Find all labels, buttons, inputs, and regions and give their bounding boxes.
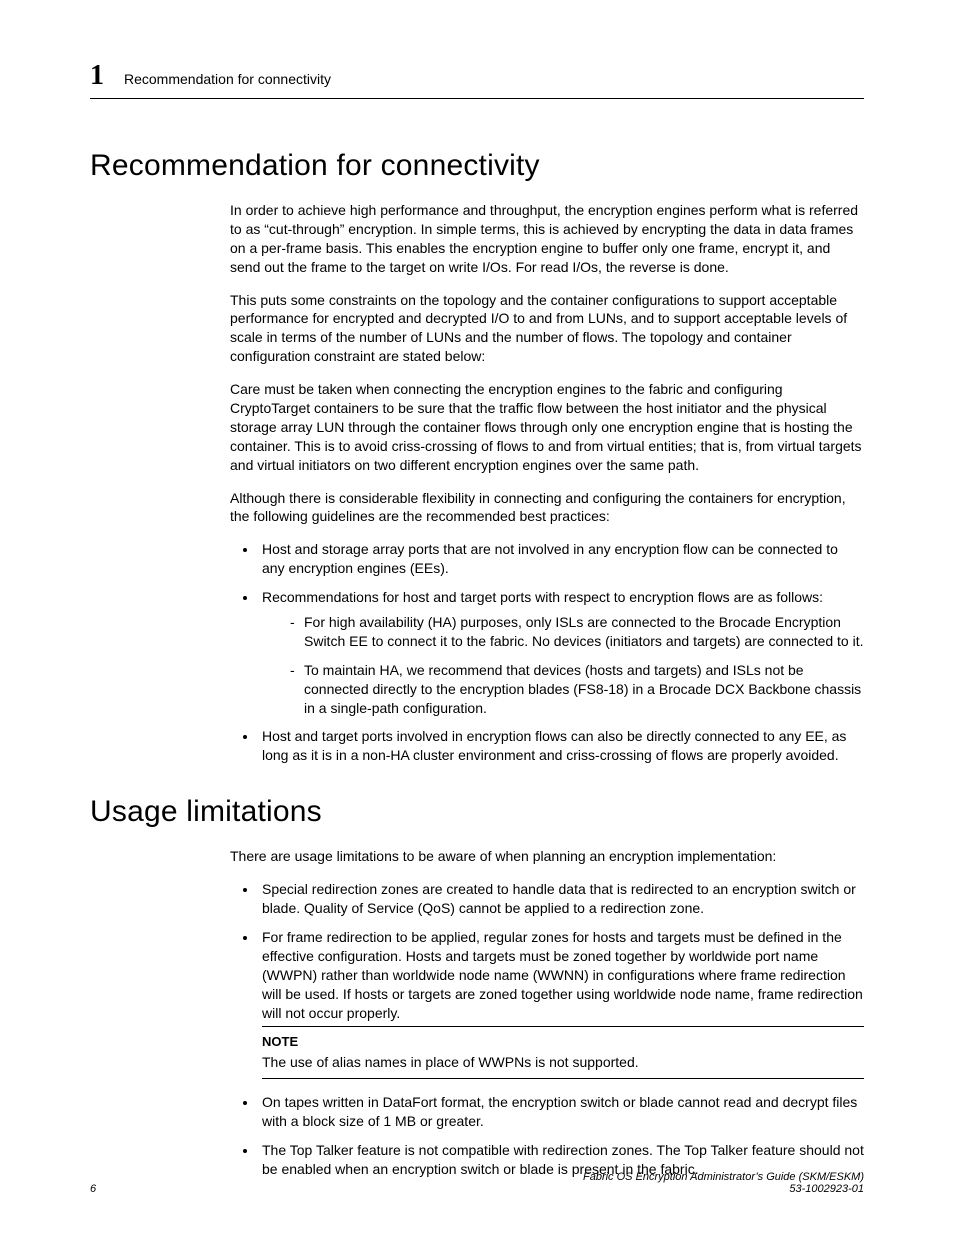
list-item: On tapes written in DataFort format, the…: [258, 1093, 864, 1131]
paragraph: In order to achieve high performance and…: [230, 201, 864, 277]
page-header: 1 Recommendation for connectivity: [90, 60, 864, 99]
sub-list: For high availability (HA) purposes, onl…: [262, 613, 864, 717]
section-title-recommendation: Recommendation for connectivity: [90, 149, 864, 183]
running-title: Recommendation for connectivity: [124, 71, 331, 87]
list-item: Special redirection zones are created to…: [258, 880, 864, 918]
list-item: Host and storage array ports that are no…: [258, 540, 864, 578]
paragraph: Care must be taken when connecting the e…: [230, 380, 864, 474]
note-label: NOTE: [262, 1033, 864, 1051]
note-box: NOTE The use of alias names in place of …: [262, 1026, 864, 1078]
page: 1 Recommendation for connectivity Recomm…: [0, 0, 954, 1235]
list-item-text: Special redirection zones are created to…: [262, 881, 856, 916]
list-item: For high availability (HA) purposes, onl…: [290, 613, 864, 651]
page-number: 6: [90, 1183, 96, 1195]
paragraph: Although there is considerable flexibili…: [230, 489, 864, 527]
bullet-list: Host and storage array ports that are no…: [230, 540, 864, 765]
doc-title: Fabric OS Encryption Administrator’s Gui…: [583, 1171, 864, 1183]
list-item: Recommendations for host and target port…: [258, 588, 864, 717]
section-body-usage: There are usage limitations to be aware …: [230, 847, 864, 1178]
doc-number: 53-1002923-01: [583, 1183, 864, 1195]
list-item-text: To maintain HA, we recommend that device…: [304, 662, 861, 716]
page-footer: 6 Fabric OS Encryption Administrator’s G…: [90, 1171, 864, 1195]
list-item-text: Host and storage array ports that are no…: [262, 541, 838, 576]
section-body-recommendation: In order to achieve high performance and…: [230, 201, 864, 765]
list-item: To maintain HA, we recommend that device…: [290, 661, 864, 718]
list-item: Host and target ports involved in encryp…: [258, 727, 864, 765]
list-item-text: On tapes written in DataFort format, the…: [262, 1094, 857, 1129]
note-text: The use of alias names in place of WWPNs…: [262, 1053, 864, 1072]
paragraph: There are usage limitations to be aware …: [230, 847, 864, 866]
paragraph: This puts some constraints on the topolo…: [230, 291, 864, 367]
list-item-text: For high availability (HA) purposes, onl…: [304, 614, 864, 649]
footer-right: Fabric OS Encryption Administrator’s Gui…: [583, 1171, 864, 1195]
list-item-text: For frame redirection to be applied, reg…: [262, 929, 863, 1021]
list-item-text: Host and target ports involved in encryp…: [262, 728, 846, 763]
list-item-text: Recommendations for host and target port…: [262, 589, 823, 605]
section-title-usage: Usage limitations: [90, 795, 864, 829]
chapter-number: 1: [90, 60, 104, 92]
list-item: For frame redirection to be applied, reg…: [258, 928, 864, 1079]
bullet-list: Special redirection zones are created to…: [230, 880, 864, 1178]
